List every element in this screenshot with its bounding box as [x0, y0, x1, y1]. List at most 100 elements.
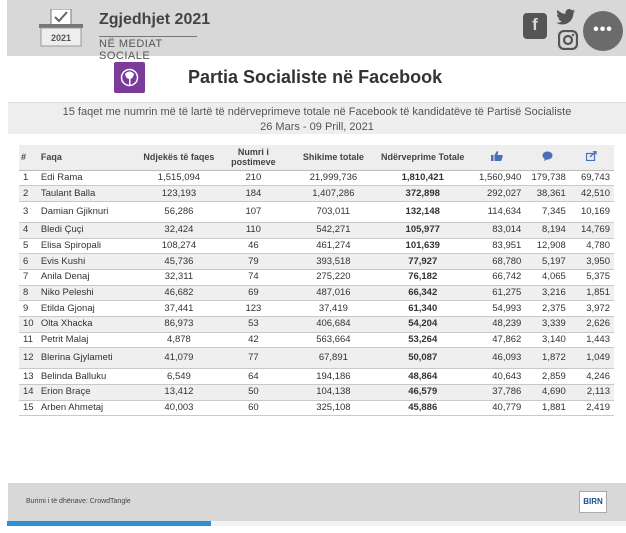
cell-likes: 40,643 [467, 368, 526, 386]
table-row[interactable]: 6 Evis Kushi 45,736 79 393,518 77,927 68,780 5,… [19, 253, 614, 270]
table-row[interactable]: 1 Edi Rama 1,515,094 210 21,999,736 1,810,421… [19, 170, 614, 187]
table-row[interactable]: 11 Petrit Malaj 4,878 42 563,664 53,264 47,862… [19, 332, 614, 349]
cell-idx: 3 [19, 201, 39, 223]
cell-page-name: Erion Braçe [38, 384, 141, 401]
table-row[interactable]: 3 Damian Gjiknuri 56,286 107 703,011 132,148 1… [19, 201, 614, 223]
cell-followers: 13,412 [140, 384, 218, 401]
col-header-interactions[interactable]: Ndërveprime Totale [377, 145, 468, 171]
cell-views: 406,684 [289, 316, 378, 333]
col-header-idx[interactable]: # [19, 145, 39, 171]
cell-followers: 4,878 [140, 332, 218, 349]
col-header-page[interactable]: Faqa [38, 145, 141, 171]
table-row[interactable]: 15 Arben Ahmetaj 40,003 60 325,108 45,886 40,7… [19, 400, 614, 417]
birn-logo[interactable]: BIRN [579, 491, 607, 513]
cell-comments: 179,738 [525, 170, 570, 187]
cell-followers: 123,193 [140, 185, 218, 202]
progress-bar [7, 521, 212, 526]
cell-page-name: Belinda Balluku [38, 368, 141, 386]
cell-page-name: Evis Kushi [38, 253, 141, 270]
col-header-likes[interactable] [467, 145, 526, 171]
page-subtitle: 15 faqet me numrin më të lartë të ndërve… [8, 102, 626, 134]
cell-shares: 2,419 [569, 400, 614, 417]
table-row[interactable]: 14 Erion Braçe 13,412 50 104,138 46,579 37,786… [19, 384, 614, 401]
cell-views: 104,138 [289, 384, 378, 401]
cell-followers: 56,286 [140, 201, 218, 223]
cell-idx: 4 [19, 222, 39, 239]
cell-idx: 10 [19, 316, 39, 333]
progress-track [7, 521, 626, 526]
cell-followers: 1,515,094 [140, 170, 218, 187]
cell-shares: 42,510 [569, 185, 614, 202]
cell-page-name: Niko Peleshi [38, 285, 141, 302]
cell-interactions: 54,204 [377, 316, 468, 333]
cell-comments: 5,197 [525, 253, 570, 270]
cell-interactions: 66,342 [377, 285, 468, 302]
cell-page-name: Damian Gjiknuri [38, 201, 141, 223]
comment-icon [542, 151, 553, 162]
col-header-shares[interactable] [569, 145, 614, 171]
cell-posts: 79 [217, 253, 290, 270]
cell-idx: 11 [19, 332, 39, 349]
cell-views: 275,220 [289, 269, 378, 286]
cell-posts: 50 [217, 384, 290, 401]
cell-interactions: 76,182 [377, 269, 468, 286]
cell-page-name: Elisa Spiropali [38, 238, 141, 255]
cell-posts: 60 [217, 400, 290, 417]
cell-posts: 107 [217, 201, 290, 223]
menu-button[interactable]: ••• [583, 11, 623, 51]
col-header-followers[interactable]: Ndjekës të faqes [140, 145, 218, 171]
cell-comments: 2,859 [525, 368, 570, 386]
table-row[interactable]: 8 Niko Peleshi 46,682 69 487,016 66,342 61,275… [19, 285, 614, 302]
cell-views: 67,891 [289, 347, 378, 370]
cell-interactions: 61,340 [377, 300, 468, 317]
facebook-pages-table: # Faqa Ndjekës të faqes Numri i postimev… [19, 145, 614, 417]
cell-interactions: 48,864 [377, 368, 468, 386]
cell-followers: 86,973 [140, 316, 218, 333]
table-row[interactable]: 13 Belinda Balluku 6,549 64 194,186 48,864 40,… [19, 368, 614, 386]
cell-shares: 2,626 [569, 316, 614, 333]
cell-idx: 1 [19, 170, 39, 187]
cell-comments: 1,881 [525, 400, 570, 417]
col-header-comments[interactable] [525, 145, 570, 171]
cell-idx: 13 [19, 368, 39, 386]
like-icon [490, 151, 503, 162]
table-row[interactable]: 7 Anila Denaj 32,311 74 275,220 76,182 66,742 4… [19, 269, 614, 286]
table-row[interactable]: 2 Taulant Balla 123,193 184 1,407,286 372,898… [19, 185, 614, 202]
cell-page-name: Taulant Balla [38, 185, 141, 202]
cell-followers: 32,311 [140, 269, 218, 286]
cell-posts: 53 [217, 316, 290, 333]
twitter-icon[interactable] [556, 8, 576, 26]
cell-shares: 10,169 [569, 201, 614, 223]
cell-interactions: 46,579 [377, 384, 468, 401]
table-row[interactable]: 5 Elisa Spiropali 108,274 46 461,274 101,639 8… [19, 238, 614, 255]
cell-idx: 5 [19, 238, 39, 255]
table-row[interactable]: 9 Etilda Gjonaj 37,441 123 37,419 61,340 54,99… [19, 300, 614, 317]
cell-comments: 7,345 [525, 201, 570, 223]
cell-shares: 3,950 [569, 253, 614, 270]
cell-likes: 54,993 [467, 300, 526, 317]
party-logo [114, 62, 145, 93]
table-row[interactable]: 12 Blerina Gjylameti 41,079 77 67,891 50,087 4… [19, 347, 614, 370]
cell-posts: 46 [217, 238, 290, 255]
cell-comments: 4,065 [525, 269, 570, 286]
facebook-icon[interactable]: f [523, 13, 547, 39]
cell-idx: 12 [19, 347, 39, 370]
cell-interactions: 105,977 [377, 222, 468, 239]
cell-shares: 4,246 [569, 368, 614, 386]
cell-page-name: Blerina Gjylameti [38, 347, 141, 370]
col-header-posts[interactable]: Numri i postimeve [217, 145, 290, 171]
cell-interactions: 77,927 [377, 253, 468, 270]
ballot-box-logo[interactable]: 2021 [37, 8, 85, 47]
cell-likes: 48,239 [467, 316, 526, 333]
cell-shares: 1,851 [569, 285, 614, 302]
cell-posts: 74 [217, 269, 290, 286]
cell-idx: 9 [19, 300, 39, 317]
cell-idx: 6 [19, 253, 39, 270]
cell-page-name: Edi Rama [38, 170, 141, 187]
table-row[interactable]: 4 Bledi Çuçi 32,424 110 542,271 105,977 83,014… [19, 222, 614, 239]
table-row[interactable]: 10 Olta Xhacka 86,973 53 406,684 54,204 48,239… [19, 316, 614, 333]
cell-interactions: 132,148 [377, 201, 468, 223]
cell-followers: 46,682 [140, 285, 218, 302]
col-header-views[interactable]: Shikime totale [289, 145, 378, 171]
instagram-icon[interactable] [557, 29, 579, 51]
